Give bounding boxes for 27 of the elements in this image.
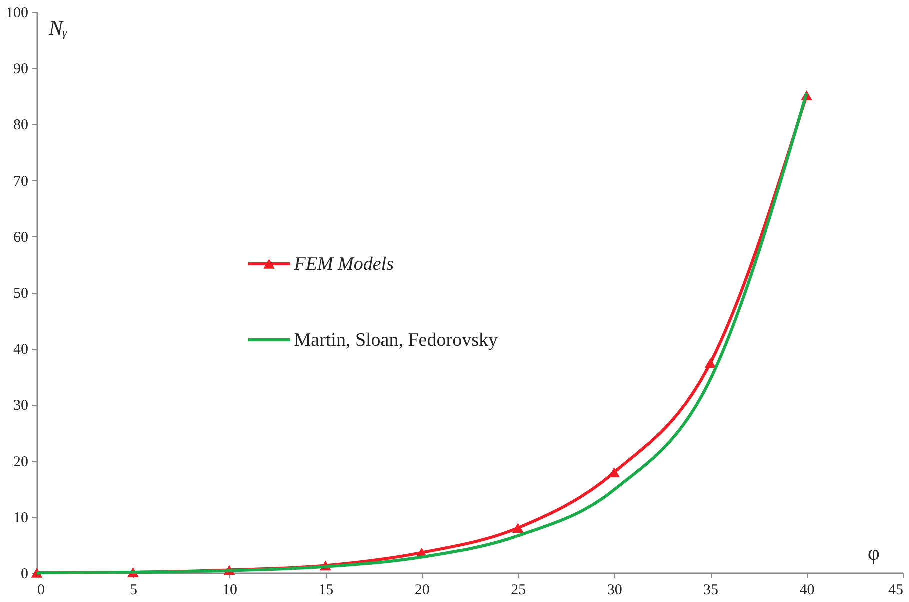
x-tick-label: 20 (414, 582, 430, 598)
point (704, 358, 716, 368)
x-tick-label: 5 (130, 582, 138, 598)
legend-label: Martin, Sloan, Fedorovsky (294, 330, 498, 351)
y-tick-label: 60 (14, 230, 28, 246)
x-tick-label: 15 (318, 582, 334, 598)
y-tick-label: 50 (14, 286, 28, 302)
y-tick-label: 10 (14, 510, 28, 526)
x-tick-label: 45 (888, 582, 904, 598)
y-tick-label: 40 (14, 342, 28, 358)
x-tick-label: 10 (222, 582, 238, 598)
y-tick-label: 20 (14, 454, 28, 470)
y-tick-label: 90 (14, 62, 28, 78)
point (512, 523, 524, 534)
x-tick-label: 25 (511, 582, 526, 598)
y-tick-label: 100 (6, 6, 28, 22)
y-tick-label: 70 (14, 174, 28, 190)
x-tick-label: 35 (704, 582, 719, 598)
y-tick-label: 30 (14, 398, 28, 414)
x-tick-label: 0 (38, 582, 45, 598)
y-tick-label: 0 (21, 566, 28, 582)
y-tick-label: 80 (14, 118, 28, 134)
y-axis-title: Nᵧ (48, 16, 68, 40)
legend-label: FEM Models (293, 254, 394, 275)
x-axis-title: φ (868, 541, 880, 565)
x-tick-label: 30 (607, 582, 622, 598)
x-tick-label: 40 (800, 582, 815, 598)
